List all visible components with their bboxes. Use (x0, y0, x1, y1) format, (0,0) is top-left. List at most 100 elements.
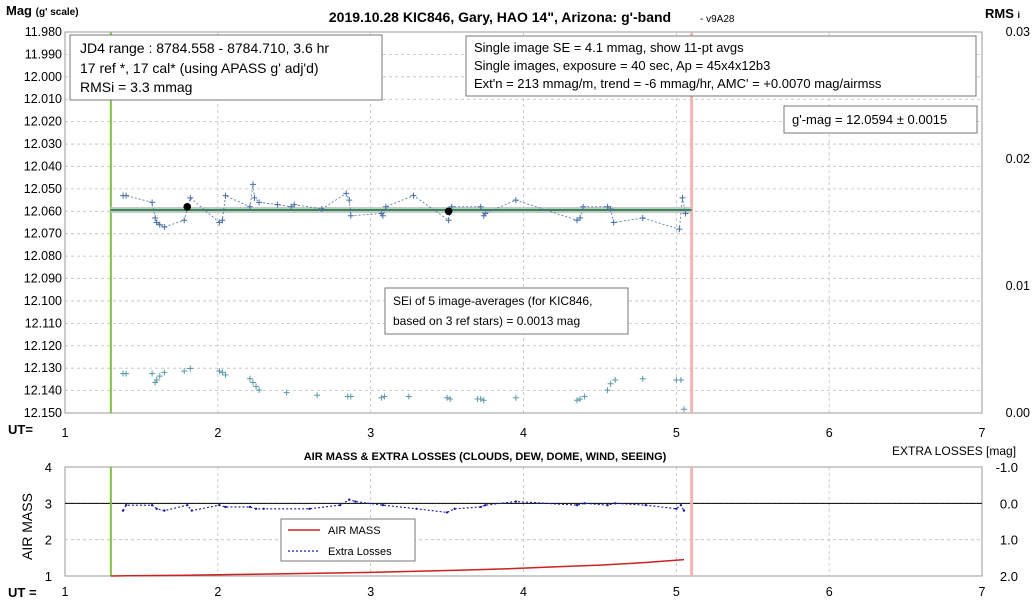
single-image-point (149, 199, 156, 206)
rms-point (253, 383, 260, 390)
extra-losses-point (381, 503, 385, 507)
extra-losses-point (224, 505, 227, 509)
extra-losses-point (514, 500, 518, 503)
single-image-point (343, 190, 350, 197)
single-image-point (379, 212, 386, 219)
bottom-x-tick: 2 (214, 585, 221, 599)
y-tick-label: 11.980 (25, 25, 62, 39)
bottom-grid (64, 466, 983, 577)
rms-point (249, 379, 256, 386)
single-image-point (682, 210, 689, 217)
rms-point (577, 396, 584, 403)
single-image-point (123, 192, 130, 199)
legend-airmass-label: AIR MASS (328, 525, 381, 537)
x-tick-label: 6 (826, 426, 833, 440)
sei-box: SEi of 5 image-averages (for KIC846, bas… (384, 287, 629, 335)
single-image-point (346, 197, 353, 204)
rms-point (347, 393, 354, 400)
extra-losses-point (308, 507, 311, 510)
rms-tick-label: 0.02 (1006, 152, 1030, 166)
single-image-point (291, 201, 298, 208)
y-tick-label: 12.120 (24, 339, 62, 353)
bottom-tick-labels: 4 3 2 1 -1.0 0.0 1.0 2.0 1 2 3 4 5 6 7 (45, 460, 1018, 599)
info-box-left-line2: 17 ref *, 17 cal* (using APASS g' adj'd) (80, 60, 319, 76)
rms-point (604, 387, 611, 394)
single-image-point (607, 206, 614, 213)
bottom-x-tick: 4 (520, 585, 527, 599)
bottom-x-tick: 6 (826, 585, 833, 599)
single-image-point (410, 192, 417, 199)
extra-losses-point (675, 507, 678, 510)
rms-point (381, 393, 388, 400)
rms-point (378, 394, 385, 401)
single-image-point (573, 217, 580, 224)
single-image-point (256, 199, 263, 206)
extra-losses-point (262, 507, 265, 510)
rms-point (447, 396, 454, 403)
rms-point (156, 373, 163, 380)
airmass-line (110, 558, 685, 577)
single-image-point (676, 226, 683, 233)
y-tick-label: 12.020 (24, 115, 62, 129)
extra-losses-point (479, 505, 482, 509)
chart-title: 2019.10.28 KIC846, Gary, HAO 14", Arizon… (329, 9, 671, 25)
extra-losses-point (124, 503, 128, 507)
rms-tick-label: 0.03 (1006, 25, 1030, 39)
single-image-point (251, 194, 258, 201)
rms-point (573, 397, 580, 404)
extra-losses-point (254, 507, 258, 510)
y-tick-label: 12.030 (24, 137, 62, 151)
y-tick-label: 12.050 (24, 182, 62, 196)
bottom-y-left-label: AIR MASS (19, 493, 35, 560)
single-image-point (382, 203, 389, 210)
extra-losses-point (150, 503, 154, 507)
info-box-right-line3: Ext'n = 213 mmag/m, trend = -6 mmag/hr, … (474, 76, 882, 91)
y-left-label: Mag (g' scale) (6, 3, 79, 18)
y-tick-label: 12.100 (24, 294, 62, 308)
x-tick-label: 4 (520, 426, 527, 440)
bottom-y-right-tick: 1.0 (1000, 533, 1018, 548)
info-box-right-line2: Single images, exposure = 40 sec, Ap = 4… (474, 58, 770, 73)
bottom-chart-title: AIR MASS & EXTRA LOSSES (CLOUDS, DEW, DO… (304, 451, 667, 463)
bottom-y-right-tick: 2.0 (1000, 569, 1018, 584)
rms-point (161, 369, 168, 376)
single-image-point (445, 217, 452, 224)
bottom-x-tick: 5 (673, 585, 680, 599)
bottom-y-left-tick: 2 (45, 533, 52, 548)
extra-losses-point (614, 502, 617, 505)
bottom-plot-area (109, 467, 694, 577)
y-tick-label: 12.080 (24, 249, 62, 263)
x-axis-label: UT= (8, 422, 33, 437)
single-image-point (577, 215, 584, 222)
single-image-point (639, 215, 646, 222)
rms-point (123, 370, 130, 377)
extra-losses-point (338, 503, 342, 507)
single-image-point (187, 194, 194, 201)
info-box-left-line1: JD4 range : 8784.558 - 8784.710, 3.6 hr (80, 40, 329, 56)
bottom-y-right-label: EXTRA LOSSES [mag] (892, 444, 1016, 458)
x-tick-label: 2 (214, 426, 221, 440)
rms-point (607, 380, 614, 387)
rms-point (581, 393, 588, 400)
extra-losses-point (682, 509, 686, 512)
rms-point (149, 370, 156, 377)
rms-point (219, 369, 226, 376)
y-tick-label: 12.010 (24, 92, 62, 106)
y-tick-label: 12.140 (24, 384, 62, 398)
y-tick-label: 12.070 (24, 227, 62, 241)
rms-point (512, 394, 519, 401)
rms-point (677, 376, 684, 383)
rms-point (187, 365, 194, 372)
single-image-point (604, 203, 611, 210)
single-image-point (580, 203, 587, 210)
extra-losses-point (218, 503, 221, 507)
single-image-point (222, 192, 229, 199)
extra-losses-point (606, 503, 609, 507)
rms-point (246, 375, 253, 382)
y-tick-label: 12.090 (24, 272, 62, 286)
rms-point (680, 406, 687, 413)
single-image-point (274, 201, 281, 208)
version-tag: - v9A28 (700, 14, 735, 25)
y-tick-label: 12.130 (24, 361, 62, 375)
